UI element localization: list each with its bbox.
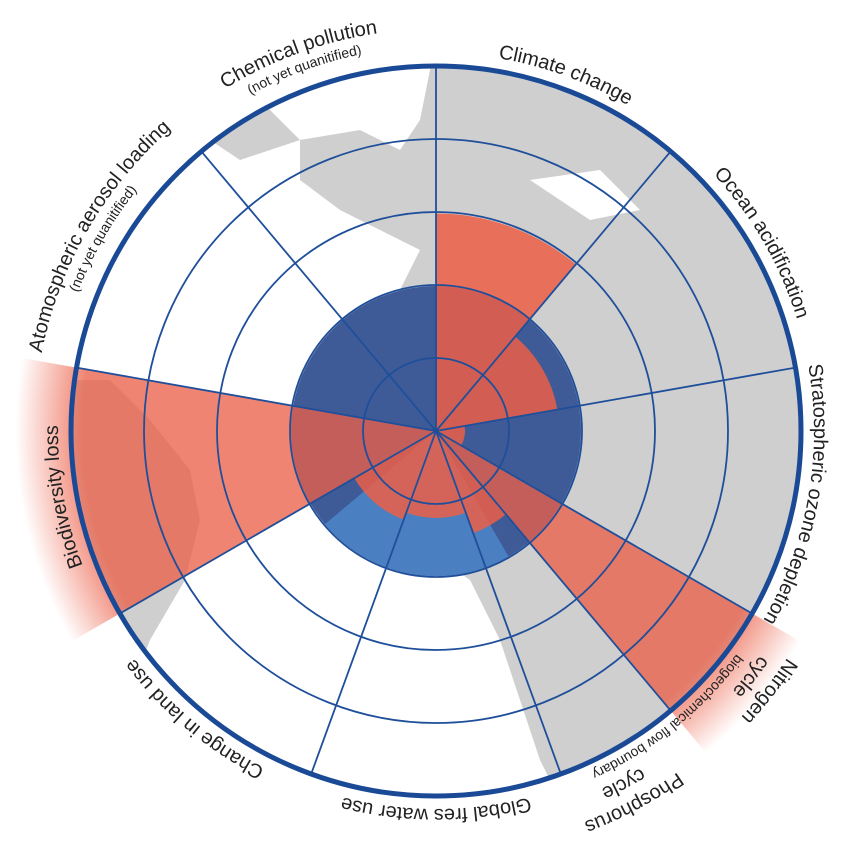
spoke	[200, 150, 437, 432]
spoke	[310, 430, 437, 775]
boundary-wedge	[436, 425, 465, 446]
boundary-wedge	[15, 357, 437, 642]
spoke	[119, 430, 437, 615]
spoke	[435, 430, 753, 615]
spoke	[435, 430, 562, 775]
spoke	[435, 366, 796, 432]
spoke	[435, 150, 672, 432]
boundary-wedge	[436, 213, 576, 431]
outer-ring	[68, 63, 804, 799]
boundary-wedge	[436, 336, 558, 431]
spoke	[435, 430, 672, 712]
boundary-wedge	[436, 431, 506, 534]
sea	[530, 170, 640, 220]
boundary-wedge	[354, 431, 436, 520]
boundary-wedge	[406, 431, 466, 518]
spoke	[76, 366, 437, 432]
